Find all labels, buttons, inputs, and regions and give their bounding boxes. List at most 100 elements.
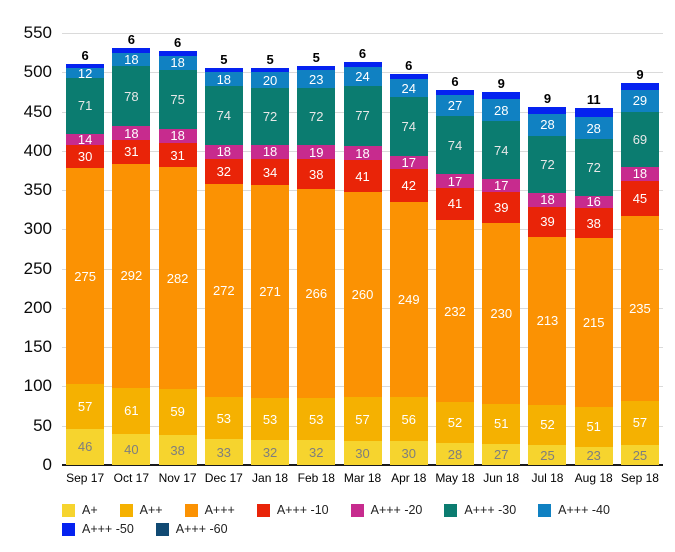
bar-segment[interactable]	[112, 48, 151, 53]
bar-segment[interactable]: 213	[528, 237, 567, 405]
bar-segment[interactable]: 12	[66, 66, 105, 80]
bar-segment[interactable]: 52	[528, 404, 567, 446]
bar-segment[interactable]: 74	[389, 97, 428, 156]
bar-segment[interactable]: 24	[389, 78, 428, 98]
bar-segment[interactable]: 271	[251, 185, 290, 399]
legend-item[interactable]: A+++ -40	[538, 503, 610, 517]
bar-segment[interactable]: 18	[204, 72, 243, 87]
bar-segment[interactable]: 74	[435, 116, 474, 175]
legend-item[interactable]: A+++ -30	[444, 503, 516, 517]
bar-segment[interactable]: 30	[66, 144, 105, 169]
bar-segment[interactable]: 77	[343, 85, 382, 147]
bar-segment[interactable]: 69	[620, 112, 659, 167]
bar-segment[interactable]: 45	[620, 180, 659, 217]
bar-segment[interactable]: 72	[574, 139, 613, 196]
legend-item[interactable]: A+++ -60	[155, 522, 228, 536]
bar-segment[interactable]: 24	[343, 66, 382, 86]
bar-segment[interactable]: 30	[343, 441, 382, 465]
bar-segment[interactable]: 18	[112, 126, 151, 140]
bar-segment[interactable]	[482, 91, 521, 100]
bar-column[interactable]: 6 27 74 17 41 232 52 28	[432, 33, 478, 465]
bar-segment[interactable]	[66, 63, 105, 69]
bar-segment[interactable]: 230	[482, 223, 521, 404]
bar-column[interactable]: 6 18 75 18 31 282 59 38	[154, 33, 200, 465]
bar-segment[interactable]: 40	[112, 434, 151, 465]
bar-segment[interactable]: 25	[528, 445, 567, 465]
bar-segment[interactable]: 32	[251, 439, 290, 465]
bar-segment[interactable]: 53	[251, 398, 290, 440]
bar-segment[interactable]: 31	[112, 139, 151, 164]
bar-segment[interactable]	[389, 73, 428, 79]
bar-segment[interactable]: 39	[528, 206, 567, 238]
bar-column[interactable]: 6 18 78 18 31 292 61 40	[108, 33, 154, 465]
bar-segment[interactable]	[251, 68, 290, 73]
bar-segment[interactable]: 29	[620, 89, 659, 113]
bar-segment[interactable]: 61	[112, 387, 151, 435]
bar-segment[interactable]: 25	[620, 445, 659, 465]
bar-segment[interactable]: 18	[112, 52, 151, 67]
bar-column[interactable]: 6 24 74 17 42 249 56 30	[386, 33, 432, 465]
bar-column[interactable]: 5 20 72 18 34 271 53 32	[247, 33, 293, 465]
bar-segment[interactable]	[158, 51, 197, 56]
bar-segment[interactable]: 17	[389, 155, 428, 169]
bar-column[interactable]: 5 18 74 18 32 272 53 33	[201, 33, 247, 465]
bar-segment[interactable]: 18	[251, 144, 290, 159]
bar-segment[interactable]: 215	[574, 238, 613, 407]
bar-segment[interactable]: 18	[158, 55, 197, 70]
bar-segment[interactable]: 41	[435, 187, 474, 220]
bar-segment[interactable]	[297, 66, 336, 70]
bar-segment[interactable]: 46	[66, 428, 105, 465]
bar-segment[interactable]: 32	[297, 439, 336, 465]
bar-segment[interactable]: 39	[482, 192, 521, 224]
bar-segment[interactable]: 14	[66, 133, 105, 146]
bar-column[interactable]: 9 28 72 18 39 213 52 25	[524, 33, 570, 465]
bar-segment[interactable]: 33	[204, 439, 243, 465]
bar-segment[interactable]: 232	[435, 219, 474, 403]
bar-segment[interactable]: 31	[158, 142, 197, 168]
bar-segment[interactable]: 16	[574, 195, 613, 209]
bar-segment[interactable]: 57	[343, 396, 382, 442]
bar-segment[interactable]: 53	[297, 398, 336, 440]
bar-segment[interactable]: 38	[297, 159, 336, 190]
bar-segment[interactable]: 18	[204, 144, 243, 159]
bar-segment[interactable]: 57	[620, 400, 659, 446]
legend-item[interactable]: A+++ -10	[256, 503, 329, 517]
bar-segment[interactable]: 30	[389, 441, 428, 465]
bar-segment[interactable]: 72	[251, 88, 290, 145]
bar-segment[interactable]: 18	[343, 146, 382, 161]
bar-segment[interactable]: 38	[158, 435, 197, 465]
bar-segment[interactable]: 272	[204, 183, 243, 398]
legend-item[interactable]: A+	[62, 503, 98, 517]
bar-segment[interactable]: 275	[66, 168, 105, 385]
bar-segment[interactable]: 235	[620, 216, 659, 401]
bar-segment[interactable]: 20	[251, 72, 290, 89]
bar-segment[interactable]	[343, 62, 382, 67]
bar-segment[interactable]: 78	[112, 66, 151, 127]
bar-segment[interactable]: 51	[482, 403, 521, 444]
bar-segment[interactable]: 27	[435, 95, 474, 117]
bar-segment[interactable]: 28	[482, 99, 521, 122]
bar-segment[interactable]: 56	[389, 397, 428, 442]
bar-segment[interactable]: 28	[528, 113, 567, 136]
bar-column[interactable]: 6 24 77 18 41 260 57 30	[339, 33, 385, 465]
bar-segment[interactable]: 23	[297, 69, 336, 89]
bar-segment[interactable]: 18	[528, 192, 567, 207]
bar-segment[interactable]: 17	[435, 174, 474, 188]
bar-segment[interactable]: 18	[158, 128, 197, 143]
bar-segment[interactable]: 71	[66, 77, 105, 134]
bar-segment[interactable]: 72	[297, 88, 336, 145]
bar-column[interactable]: 11 28 72 16 38 215 51 23	[571, 33, 617, 465]
bar-segment[interactable]	[620, 82, 659, 90]
bar-segment[interactable]: 72	[528, 135, 567, 193]
bar-segment[interactable]: 19	[297, 144, 336, 160]
bar-segment[interactable]: 42	[389, 168, 428, 202]
legend-item[interactable]: A+++	[184, 503, 235, 517]
bar-segment[interactable]: 292	[112, 163, 151, 388]
bar-segment[interactable]: 41	[343, 160, 382, 193]
bar-segment[interactable]: 27	[482, 443, 521, 465]
legend-item[interactable]: A++	[119, 503, 163, 517]
bar-segment[interactable]: 75	[158, 69, 197, 129]
bar-segment[interactable]: 53	[204, 397, 243, 440]
bar-segment[interactable]: 51	[574, 406, 613, 447]
legend-item[interactable]: A+++ -50	[62, 522, 134, 536]
